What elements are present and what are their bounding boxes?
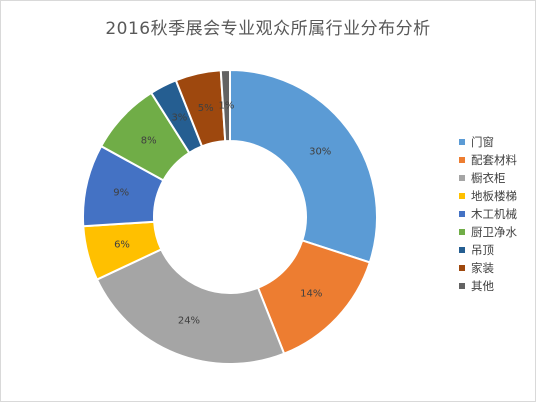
legend-label: 木工机械: [471, 207, 517, 221]
slice-label-3: 24%: [178, 316, 200, 327]
slice-label-2: 14%: [300, 288, 322, 299]
legend-item-6: 厨卫净水: [459, 223, 517, 241]
legend-label: 配套材料: [471, 153, 517, 167]
legend-swatch: [459, 229, 465, 235]
slice-label-5: 9%: [113, 188, 129, 199]
legend-label: 吊顶: [471, 243, 494, 257]
slice-label-9: 1%: [219, 101, 235, 112]
legend-swatch: [459, 193, 465, 199]
legend-label: 家装: [471, 261, 494, 275]
slice-label-4: 6%: [114, 240, 130, 251]
slice-label-1: 30%: [309, 146, 331, 157]
legend-swatch: [459, 175, 465, 181]
legend-swatch: [459, 211, 465, 217]
legend-item-1: 门窗: [459, 133, 517, 151]
slice-label-7: 3%: [171, 113, 187, 124]
legend-label: 厨卫净水: [471, 225, 517, 239]
chart-title: 2016秋季展会专业观众所属行业分布分析: [105, 19, 431, 39]
legend-swatch: [459, 139, 465, 145]
slice-label-6: 8%: [141, 136, 157, 147]
legend-label: 橱衣柜: [471, 171, 506, 185]
legend-item-2: 配套材料: [459, 151, 517, 169]
legend-item-4: 地板楼梯: [459, 187, 517, 205]
slice-9: [219, 68, 231, 143]
legend-item-9: 其他: [459, 277, 517, 295]
slice-3: [95, 248, 286, 365]
chart-legend: 门窗配套材料橱衣柜地板楼梯木工机械厨卫净水吊顶家装其他: [459, 133, 517, 295]
legend-label: 地板楼梯: [471, 189, 517, 203]
legend-item-5: 木工机械: [459, 205, 517, 223]
legend-item-8: 家装: [459, 259, 517, 277]
legend-swatch: [459, 283, 465, 289]
slice-1: [229, 68, 378, 264]
legend-item-7: 吊顶: [459, 241, 517, 259]
legend-label: 门窗: [471, 135, 494, 149]
slice-label-8: 5%: [198, 103, 214, 114]
legend-swatch: [459, 265, 465, 271]
legend-swatch: [459, 247, 465, 253]
legend-label: 其他: [471, 279, 494, 293]
legend-swatch: [459, 157, 465, 163]
legend-item-3: 橱衣柜: [459, 169, 517, 187]
